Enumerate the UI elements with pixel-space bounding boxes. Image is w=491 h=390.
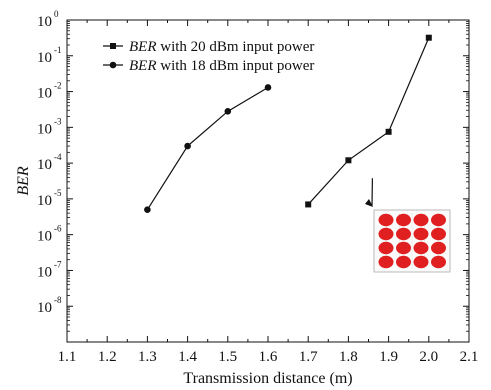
inset-arrow-head: [365, 199, 373, 207]
constellation-point: [396, 213, 411, 227]
constellation-point: [431, 255, 446, 269]
data-point-square: [305, 201, 312, 208]
y-tick-exponent: -6: [54, 224, 62, 234]
constellation-inset: [365, 178, 451, 273]
data-point-square: [345, 157, 352, 164]
y-tick-label: 10: [37, 300, 52, 316]
y-tick-exponent: -7: [54, 259, 62, 269]
constellation-point: [396, 241, 411, 255]
constellation-point: [378, 241, 394, 255]
y-axis-label: BER: [15, 166, 32, 196]
y-tick-label: 10: [37, 157, 52, 173]
series-layer: [144, 34, 432, 213]
data-point-circle: [144, 206, 151, 213]
constellation-point: [396, 227, 411, 241]
x-tick-label: 1.9: [379, 349, 398, 365]
y-tick-label: 10: [37, 264, 52, 280]
x-tick-label: 1.1: [58, 349, 77, 365]
y-tick-label: 10: [37, 86, 52, 102]
x-tick-label: 1.7: [299, 349, 318, 365]
y-tick-exponent: -8: [54, 295, 62, 305]
y-tick-label: 10: [37, 229, 52, 245]
constellation-point: [378, 213, 394, 227]
series-line-1: [307, 37, 430, 205]
x-tick-label: 1.6: [259, 349, 278, 365]
legend-label-ber: BER: [129, 58, 157, 74]
y-tick-label: 10: [37, 193, 52, 209]
data-point-circle: [264, 84, 272, 91]
data-point-circle: [224, 108, 232, 115]
constellation-point: [431, 213, 446, 227]
y-tick-exponent: -4: [54, 152, 62, 162]
x-tick-label: 1.2: [98, 349, 117, 365]
constellation-point: [431, 227, 446, 241]
y-tick-label: 10: [37, 121, 52, 137]
constellation-point: [378, 227, 394, 241]
constellation-point: [431, 241, 446, 255]
legend-marker-square: [110, 43, 116, 49]
constellation-point: [413, 213, 429, 227]
x-tick-label: 2.0: [419, 349, 438, 365]
legend-label: BER with 18 dBm input power: [129, 58, 314, 74]
x-tick-label: 2.1: [460, 349, 479, 365]
data-point-square: [385, 128, 392, 135]
y-tick-exponent: -2: [54, 81, 62, 91]
constellation-point: [413, 255, 429, 269]
x-tick-label: 1.3: [138, 349, 157, 365]
x-tick-label: 1.5: [218, 349, 237, 365]
y-tick-exponent: -3: [54, 116, 62, 126]
constellation-point: [378, 255, 394, 269]
series-line-2: [146, 86, 269, 210]
constellation-point: [396, 255, 411, 269]
data-point-square: [425, 34, 432, 41]
x-tick-label: 1.4: [178, 349, 197, 365]
legend-label-rest: with 20 dBm input power: [157, 39, 315, 55]
legend-marker-circle: [109, 61, 117, 69]
y-tick-exponent: 0: [54, 9, 59, 19]
x-tick-label: 1.8: [339, 349, 358, 365]
legend-label-ber: BER: [129, 39, 157, 55]
y-tick-label: 10: [37, 14, 52, 30]
data-point-circle: [184, 142, 191, 150]
constellation-point: [413, 227, 429, 241]
legend-label-rest: with 18 dBm input power: [157, 58, 315, 74]
x-axis-label: Transmission distance (m): [183, 370, 352, 387]
axes-layer: 1.1 1.2 1.3 1.4 1.5 1.6 1.7 1.8 1.9 2.0 2.110 -810-…: [37, 9, 478, 365]
y-tick-exponent: -1: [54, 45, 62, 55]
legend-label: BER with 20 dBm input power: [129, 39, 314, 55]
y-tick-exponent: -5: [54, 188, 62, 198]
y-tick-label: 10: [37, 50, 52, 66]
constellation-point: [413, 241, 429, 255]
